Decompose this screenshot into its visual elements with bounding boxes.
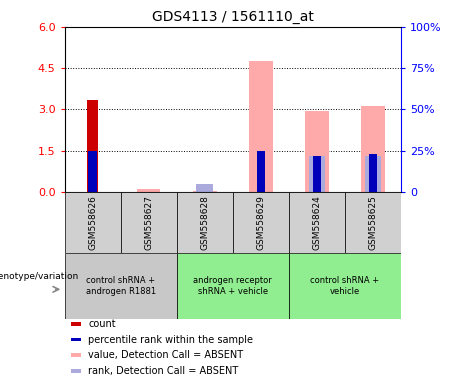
Text: rank, Detection Call = ABSENT: rank, Detection Call = ABSENT [88, 366, 238, 376]
Bar [121, 192, 177, 253]
Text: control shRNA +
androgen R1881: control shRNA + androgen R1881 [86, 276, 156, 296]
Text: control shRNA +
vehicle: control shRNA + vehicle [310, 276, 379, 296]
Bar [313, 156, 321, 192]
Bar [249, 61, 272, 192]
Bar [308, 156, 325, 192]
Bar [65, 192, 121, 253]
Bar [71, 322, 82, 326]
Bar [177, 253, 289, 319]
Bar [369, 154, 377, 192]
Text: GSM558626: GSM558626 [88, 195, 97, 250]
Bar [89, 151, 97, 192]
Text: GSM558625: GSM558625 [368, 195, 378, 250]
Text: percentile rank within the sample: percentile rank within the sample [88, 334, 253, 344]
Text: GSM558628: GSM558628 [200, 195, 209, 250]
Text: count: count [88, 319, 116, 329]
Bar [233, 192, 289, 253]
Text: GSM558624: GSM558624 [313, 195, 321, 250]
Bar [345, 192, 401, 253]
Bar [289, 253, 401, 319]
Bar [71, 338, 82, 341]
Bar [193, 190, 217, 192]
Bar [305, 111, 329, 192]
Bar [289, 192, 345, 253]
Bar [87, 100, 99, 192]
Bar [257, 151, 265, 192]
Text: androgen receptor
shRNA + vehicle: androgen receptor shRNA + vehicle [194, 276, 272, 296]
Bar [137, 189, 160, 192]
Text: genotype/variation: genotype/variation [0, 272, 79, 281]
Title: GDS4113 / 1561110_at: GDS4113 / 1561110_at [152, 10, 314, 25]
Bar [71, 369, 82, 373]
Bar [196, 184, 213, 192]
Bar [71, 354, 82, 357]
Text: GSM558627: GSM558627 [144, 195, 153, 250]
Bar [65, 253, 177, 319]
Bar [365, 156, 381, 192]
Bar [361, 106, 385, 192]
Text: value, Detection Call = ABSENT: value, Detection Call = ABSENT [88, 350, 243, 360]
Text: GSM558629: GSM558629 [256, 195, 266, 250]
Bar [177, 192, 233, 253]
